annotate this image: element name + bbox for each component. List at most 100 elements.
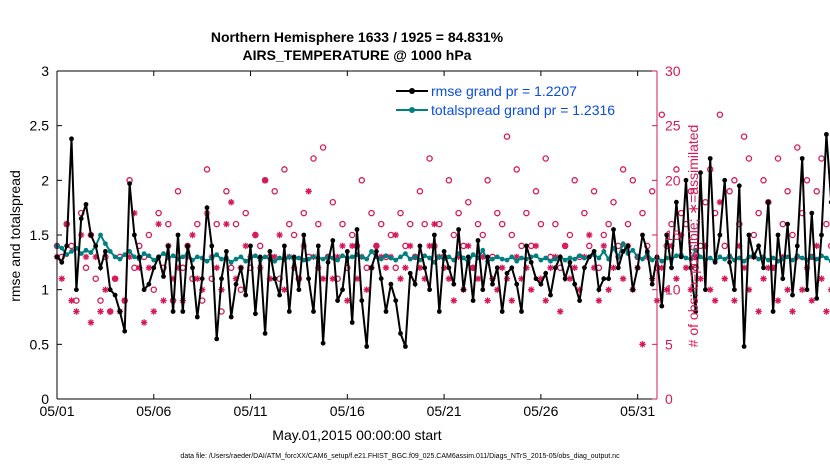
obs-assimilated-point xyxy=(799,286,806,293)
spread-point xyxy=(567,255,573,261)
rmse-point xyxy=(224,249,229,254)
obs-assimilated-point xyxy=(426,242,433,250)
rmse-point xyxy=(378,276,384,282)
spread-point xyxy=(790,257,795,263)
rmse-point xyxy=(388,281,394,287)
obs-possible-point xyxy=(421,220,428,228)
rmse-point xyxy=(465,254,471,260)
obs-assimilated-point xyxy=(68,297,75,304)
obs-assimilated-point xyxy=(450,297,457,304)
obs-assimilated-point xyxy=(174,264,182,271)
obs-assimilated-point xyxy=(407,242,414,250)
rmse-point xyxy=(277,292,282,298)
obs-possible-point xyxy=(97,297,104,304)
obs-possible-point xyxy=(542,155,549,162)
spread-point xyxy=(698,254,703,260)
obs-possible-point xyxy=(600,231,608,239)
rmse-point xyxy=(794,243,800,249)
obs-assimilated-point xyxy=(774,297,782,304)
obs-assimilated-point xyxy=(276,231,283,239)
obs-assimilated-point xyxy=(716,199,724,206)
rmse-point xyxy=(751,254,757,260)
obs-assimilated-point xyxy=(769,264,777,271)
x-tick-label: 05/06 xyxy=(136,403,171,419)
obs-assimilated-point xyxy=(140,319,148,326)
rmse-point xyxy=(615,265,621,271)
obs-assimilated-point xyxy=(242,242,249,250)
obs-assimilated-point xyxy=(469,264,477,271)
rmse-point xyxy=(451,281,457,287)
y-tick-label: 0 xyxy=(41,391,49,407)
rmse-point xyxy=(253,311,258,317)
spread-point xyxy=(69,249,74,254)
spread-point xyxy=(320,256,326,262)
rmse-point xyxy=(538,281,544,287)
obs-assimilated-point xyxy=(402,264,409,271)
rmse-point xyxy=(180,309,186,314)
x-tick-label: 05/31 xyxy=(620,403,655,419)
obs-assimilated-point xyxy=(92,253,99,261)
spread-point xyxy=(107,249,113,254)
spread-point xyxy=(640,256,645,262)
obs-assimilated-point xyxy=(305,188,312,195)
rmse-point xyxy=(824,132,829,137)
rmse-point xyxy=(407,270,413,276)
rmse-point xyxy=(562,276,568,282)
obs-possible-point xyxy=(716,111,724,118)
obs-assimilated-point xyxy=(600,242,607,250)
obs-possible-point xyxy=(310,155,317,162)
rmse-point xyxy=(136,254,142,260)
spread-point xyxy=(141,251,147,256)
x-tick-label: 05/26 xyxy=(523,403,558,419)
spread-point xyxy=(364,256,370,262)
spread-point xyxy=(132,254,137,260)
rmse-point xyxy=(122,328,128,334)
obs-possible-point xyxy=(639,209,646,217)
spread-point xyxy=(533,253,539,259)
spread-point xyxy=(407,256,413,262)
obs-assimilated-point xyxy=(261,177,269,184)
obs-assimilated-point xyxy=(363,286,370,293)
spread-point xyxy=(204,258,210,264)
obs-possible-point xyxy=(368,209,375,217)
spread-point xyxy=(717,254,723,260)
y-tick-label: 3 xyxy=(41,63,49,79)
obs-assimilated-point xyxy=(58,275,65,282)
spread-point xyxy=(756,256,761,262)
rmse-line xyxy=(56,134,830,347)
rmse-point xyxy=(470,298,476,303)
rmse-point xyxy=(78,216,84,222)
rmse-point xyxy=(432,232,437,238)
x-tick-label: 05/16 xyxy=(330,403,365,419)
spread-point xyxy=(122,252,128,258)
rmse-point xyxy=(199,276,205,282)
rmse-point xyxy=(490,281,495,287)
rmse-point xyxy=(533,276,539,282)
rmse-point xyxy=(664,232,670,238)
rmse-point xyxy=(422,265,428,271)
legend-spread-label: totalspread grand pr = 1.2316 xyxy=(431,102,615,118)
y-tick-label: 1 xyxy=(41,282,49,298)
obs-possible-point xyxy=(503,133,511,140)
obs-assimilated-point xyxy=(610,264,617,271)
obs-assimilated-point xyxy=(145,264,153,271)
obs-assimilated-point xyxy=(281,286,288,293)
spread-point xyxy=(272,258,278,264)
spread-point xyxy=(233,256,239,262)
spread-point xyxy=(349,254,355,260)
rmse-point xyxy=(238,265,244,271)
spread-point xyxy=(494,254,500,260)
obs-possible-point xyxy=(494,209,501,217)
rmse-point xyxy=(436,309,442,314)
spread-point xyxy=(161,251,166,256)
obs-possible-point xyxy=(619,166,627,173)
spread-point xyxy=(519,255,524,261)
obs-assimilated-point xyxy=(547,264,554,271)
obs-possible-point xyxy=(474,220,482,228)
legend-rmse-label: rmse grand pr = 1.2207 xyxy=(431,83,577,99)
obs-assimilated-point xyxy=(169,275,177,282)
rmse-point xyxy=(325,259,331,265)
obs-possible-point xyxy=(673,166,680,173)
chart-title: Northern Hemisphere 1633 / 1925 = 84.831… xyxy=(211,29,504,45)
obs-assimilated-point xyxy=(721,275,728,282)
